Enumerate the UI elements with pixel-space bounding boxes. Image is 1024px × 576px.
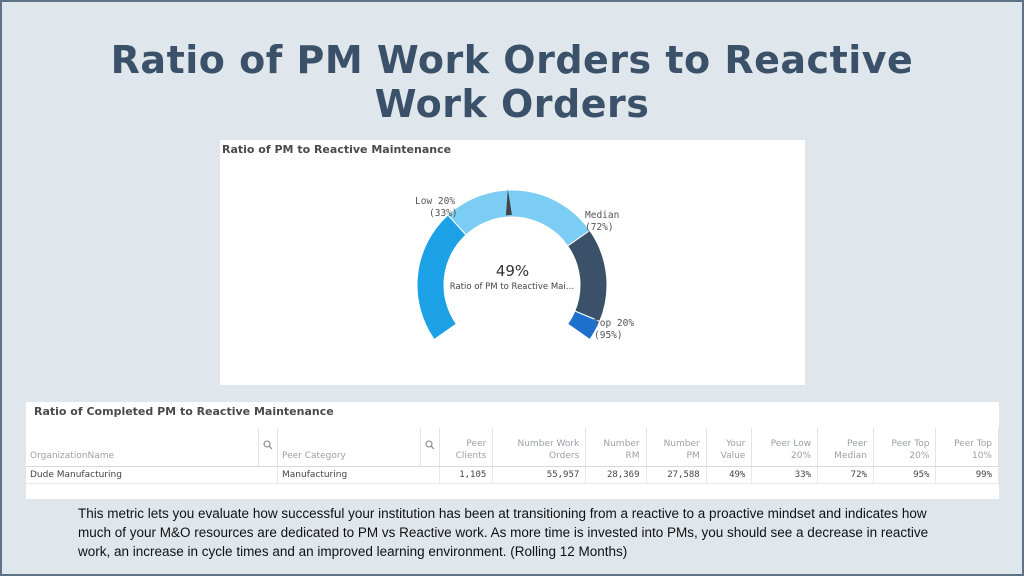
cell-peer-category: Manufacturing bbox=[277, 466, 440, 484]
cell-peer-low: 33% bbox=[751, 466, 819, 484]
cell-peer-clients: 1,105 bbox=[439, 466, 494, 484]
gauge-median-marker-name: Median bbox=[585, 210, 620, 221]
gauge-band-3 bbox=[567, 310, 601, 341]
table-panel-title: Ratio of Completed PM to Reactive Mainte… bbox=[34, 405, 334, 418]
table-panel: Ratio of Completed PM to Reactive Mainte… bbox=[26, 402, 999, 499]
cell-peer-top-10: 99% bbox=[935, 466, 999, 484]
gauge-value-label: 49% bbox=[495, 262, 530, 280]
slide-title: Ratio of PM Work Orders to Reactive Work… bbox=[0, 38, 1024, 126]
search-icon[interactable] bbox=[258, 428, 278, 467]
cell-peer-top-20: 95% bbox=[873, 466, 937, 484]
header-peer-top-10[interactable]: Peer Top 10% bbox=[935, 428, 999, 467]
cell-number-pm: 27,588 bbox=[646, 466, 707, 484]
cell-number-work-orders: 55,957 bbox=[492, 466, 587, 484]
gauge-median-marker-value: (72%) bbox=[585, 222, 614, 233]
header-peer-low[interactable]: Peer Low 20% bbox=[751, 428, 819, 467]
gauge-low-marker-value: (33%) bbox=[429, 208, 458, 219]
table-header-row: OrganizationName Peer Category Peer Clien… bbox=[26, 428, 999, 467]
gauge-band-1 bbox=[447, 189, 591, 247]
gauge-median-marker-label: Median (72%) bbox=[585, 210, 619, 234]
gauge-band-2 bbox=[567, 229, 608, 323]
table-row[interactable]: Dude Manufacturing Manufacturing 1,105 5… bbox=[26, 466, 999, 484]
slide-title-line1: Ratio of PM Work Orders to Reactive bbox=[110, 38, 914, 82]
metrics-table: OrganizationName Peer Category Peer Clien… bbox=[26, 428, 999, 484]
gauge-panel: Ratio of PM to Reactive Maintenance 49% … bbox=[220, 140, 805, 385]
header-peer-median[interactable]: Peer Median bbox=[817, 428, 874, 467]
slide-title-line2: Work Orders bbox=[374, 82, 650, 126]
gauge-top-marker-label: Top 20% (95%) bbox=[594, 318, 634, 342]
cell-organization-name: Dude Manufacturing bbox=[26, 466, 278, 484]
header-peer-category[interactable]: Peer Category bbox=[277, 428, 421, 467]
gauge-band-0 bbox=[416, 214, 467, 341]
gauge-panel-title: Ratio of PM to Reactive Maintenance bbox=[222, 143, 452, 156]
header-peer-clients[interactable]: Peer Clients bbox=[439, 428, 494, 467]
gauge-low-marker-name: Low 20% bbox=[415, 196, 456, 207]
cell-your-value: 49% bbox=[706, 466, 753, 484]
header-peer-top-20[interactable]: Peer Top 20% bbox=[873, 428, 937, 467]
cell-peer-median: 72% bbox=[817, 466, 874, 484]
gauge-chart bbox=[416, 189, 608, 341]
gauge-low-marker-label: Low 20% (33%) bbox=[415, 196, 458, 220]
header-organization-name[interactable]: OrganizationName bbox=[26, 428, 259, 467]
gauge-top-marker-name: Top 20% bbox=[594, 318, 635, 329]
gauge-needle bbox=[505, 189, 512, 216]
metric-description: This metric lets you evaluate how succes… bbox=[78, 506, 929, 559]
gauge-measure-label: Ratio of PM to Reactive Mai… bbox=[449, 282, 575, 292]
header-number-pm[interactable]: Number PM bbox=[646, 428, 707, 467]
cell-number-rm: 28,369 bbox=[585, 466, 647, 484]
header-number-rm[interactable]: Number RM bbox=[585, 428, 647, 467]
header-your-value[interactable]: Your Value bbox=[706, 428, 753, 467]
gauge-top-marker-value: (95%) bbox=[594, 330, 623, 341]
search-icon[interactable] bbox=[420, 428, 440, 467]
header-number-work-orders[interactable]: Number Work Orders bbox=[492, 428, 587, 467]
